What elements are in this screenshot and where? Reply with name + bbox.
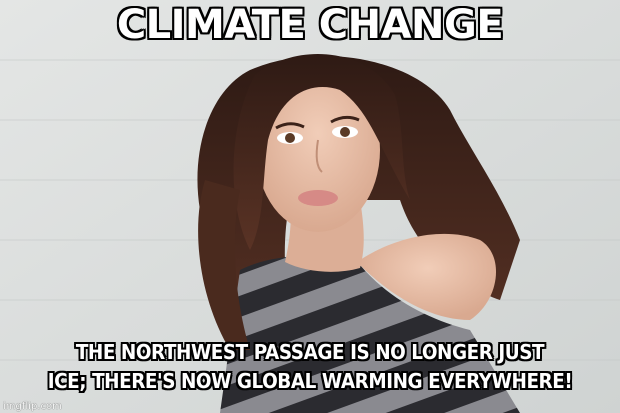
hair-front xyxy=(233,53,410,250)
imgflip-watermark: imgflip.com xyxy=(3,401,62,412)
nose xyxy=(315,139,323,173)
hair-left-strands xyxy=(198,180,250,350)
face xyxy=(256,68,380,232)
bottom-caption-line-2: ICE; THERE'S NOW GLOBAL WARMING EVERYWHE… xyxy=(47,369,573,393)
bottom-caption: THE NORTHWEST PASSAGE IS NO LONGER JUST … xyxy=(25,338,595,396)
lips xyxy=(298,190,338,206)
striped-shirt xyxy=(220,256,520,413)
shoulder xyxy=(360,233,497,320)
bottom-caption-line-1: THE NORTHWEST PASSAGE IS NO LONGER JUST xyxy=(75,340,545,364)
top-caption: CLIMATE CHANGE xyxy=(116,2,504,48)
